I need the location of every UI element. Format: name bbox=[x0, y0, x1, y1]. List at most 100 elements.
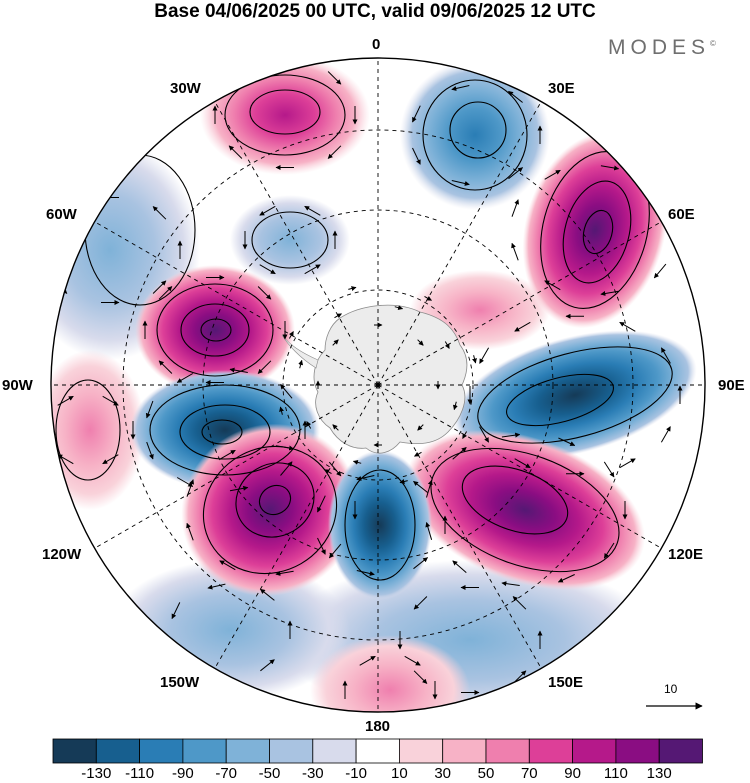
wind-arrow bbox=[327, 145, 342, 159]
wind-arrow bbox=[328, 461, 342, 477]
positive-anomaly-120e bbox=[404, 429, 646, 591]
positive-anomaly-60e bbox=[522, 131, 668, 329]
antarctic-peninsula bbox=[281, 334, 319, 369]
copyright-mark: © bbox=[710, 39, 716, 48]
wind-arrow bbox=[102, 454, 119, 465]
wind-arrow bbox=[228, 71, 243, 85]
wind-arrow bbox=[413, 596, 428, 610]
wind-arrow bbox=[508, 90, 523, 103]
lon-label-120e: 120E bbox=[668, 546, 704, 563]
wind-arrow bbox=[229, 485, 249, 492]
wind-arrow bbox=[600, 290, 619, 296]
wind-arrow bbox=[619, 321, 636, 332]
reference-vector-arrow bbox=[646, 702, 703, 710]
colorbar-tick-label: 130 bbox=[646, 765, 672, 782]
wind-arrow bbox=[660, 426, 671, 443]
wind-arrow bbox=[328, 543, 342, 559]
wind-arrow bbox=[228, 145, 243, 159]
wind-arrow bbox=[259, 264, 276, 275]
wind-arrow bbox=[327, 71, 342, 85]
map-boundary bbox=[50, 57, 706, 713]
wind-arrow bbox=[219, 449, 236, 460]
wind-arrow bbox=[619, 458, 636, 469]
wind-arrow bbox=[57, 454, 74, 465]
lon-label-150e: 150E bbox=[548, 674, 584, 691]
wind-arrow bbox=[229, 367, 248, 373]
wind-arrow bbox=[304, 205, 321, 216]
positive-anomaly-135w bbox=[181, 423, 359, 597]
wind-arrow bbox=[207, 583, 226, 590]
wind-arrow bbox=[479, 347, 490, 364]
colorbar-tick-label: -10 bbox=[345, 765, 367, 782]
lon-label-180: 180 bbox=[365, 718, 391, 735]
negative-anomaly-90e bbox=[453, 330, 697, 460]
lon-label-150w: 150W bbox=[160, 674, 200, 691]
colorbar-tick-label: 50 bbox=[477, 765, 495, 782]
wind-arrow bbox=[171, 602, 181, 620]
wind-arrow bbox=[417, 339, 424, 346]
reference-vector-label: 10 bbox=[664, 682, 678, 696]
colorbar-tick-label: 10 bbox=[391, 765, 408, 782]
wind-arrow bbox=[332, 339, 339, 346]
wind-arrow bbox=[653, 263, 667, 279]
wind-arrow bbox=[260, 659, 275, 672]
wind-arrow bbox=[508, 167, 523, 180]
brand-text: MODES bbox=[608, 36, 711, 59]
wind-arrow bbox=[145, 400, 154, 419]
wind-arrow bbox=[514, 321, 531, 332]
colorbar-tick-label: 70 bbox=[520, 765, 538, 782]
wind-arrow bbox=[413, 557, 428, 570]
lon-label-0: 0 bbox=[372, 36, 381, 53]
wind-arrow bbox=[412, 105, 421, 123]
wind-arrow bbox=[324, 469, 332, 475]
wind-arrow bbox=[394, 305, 404, 311]
colorbar-tick-label: -50 bbox=[258, 765, 281, 782]
lon-label-30e: 30E bbox=[548, 80, 575, 97]
wind-arrow bbox=[462, 431, 468, 439]
wind-arrow bbox=[451, 180, 470, 186]
wind-arrow bbox=[404, 655, 421, 666]
wind-arrow bbox=[412, 147, 421, 165]
wind-arrow bbox=[279, 406, 284, 415]
lon-label-90w: 90W bbox=[2, 377, 33, 394]
wind-arrow bbox=[444, 341, 450, 349]
colorbar-tick-label: 110 bbox=[603, 765, 628, 782]
colorbar-tick-label: 30 bbox=[434, 765, 452, 782]
wind-arrow bbox=[414, 451, 422, 457]
wind-arrow bbox=[332, 424, 339, 431]
wind-arrow bbox=[57, 395, 74, 406]
wind-arrow bbox=[102, 395, 119, 406]
antarctica-landmass bbox=[313, 304, 468, 454]
wind-arrow bbox=[424, 295, 432, 301]
wind-arrow bbox=[257, 360, 272, 374]
wind-arrow bbox=[452, 401, 458, 411]
wind-arrow bbox=[304, 264, 321, 275]
anomaly-field bbox=[51, 58, 705, 724]
wind-arrow bbox=[317, 495, 326, 513]
wind-arrow bbox=[176, 373, 194, 383]
wind-arrow bbox=[451, 85, 470, 91]
wind-arrow bbox=[600, 165, 620, 171]
wind-arrow bbox=[334, 313, 342, 319]
wind-arrow bbox=[472, 355, 477, 364]
wind-arrow bbox=[405, 715, 421, 724]
wind-arrow bbox=[511, 242, 519, 261]
wind-arrow bbox=[413, 480, 428, 493]
wind-arrow bbox=[176, 477, 194, 487]
wind-arrow bbox=[356, 570, 375, 576]
positive-anomaly-60w bbox=[135, 265, 295, 395]
wind-arrow bbox=[413, 670, 428, 684]
wind-arrow bbox=[452, 447, 467, 460]
lon-label-60w: 60W bbox=[46, 206, 77, 223]
wind-arrow bbox=[603, 461, 615, 478]
lon-label-30w: 30W bbox=[170, 80, 201, 97]
lon-label-90e: 90E bbox=[718, 377, 745, 394]
wind-arrow bbox=[660, 347, 671, 364]
wind-arrow bbox=[479, 426, 490, 443]
wind-arrow bbox=[186, 479, 195, 497]
lon-label-60e: 60E bbox=[668, 206, 695, 223]
lon-label-120w: 120W bbox=[42, 546, 82, 563]
wind-arrow bbox=[280, 384, 293, 399]
wind-arrow bbox=[259, 205, 276, 216]
